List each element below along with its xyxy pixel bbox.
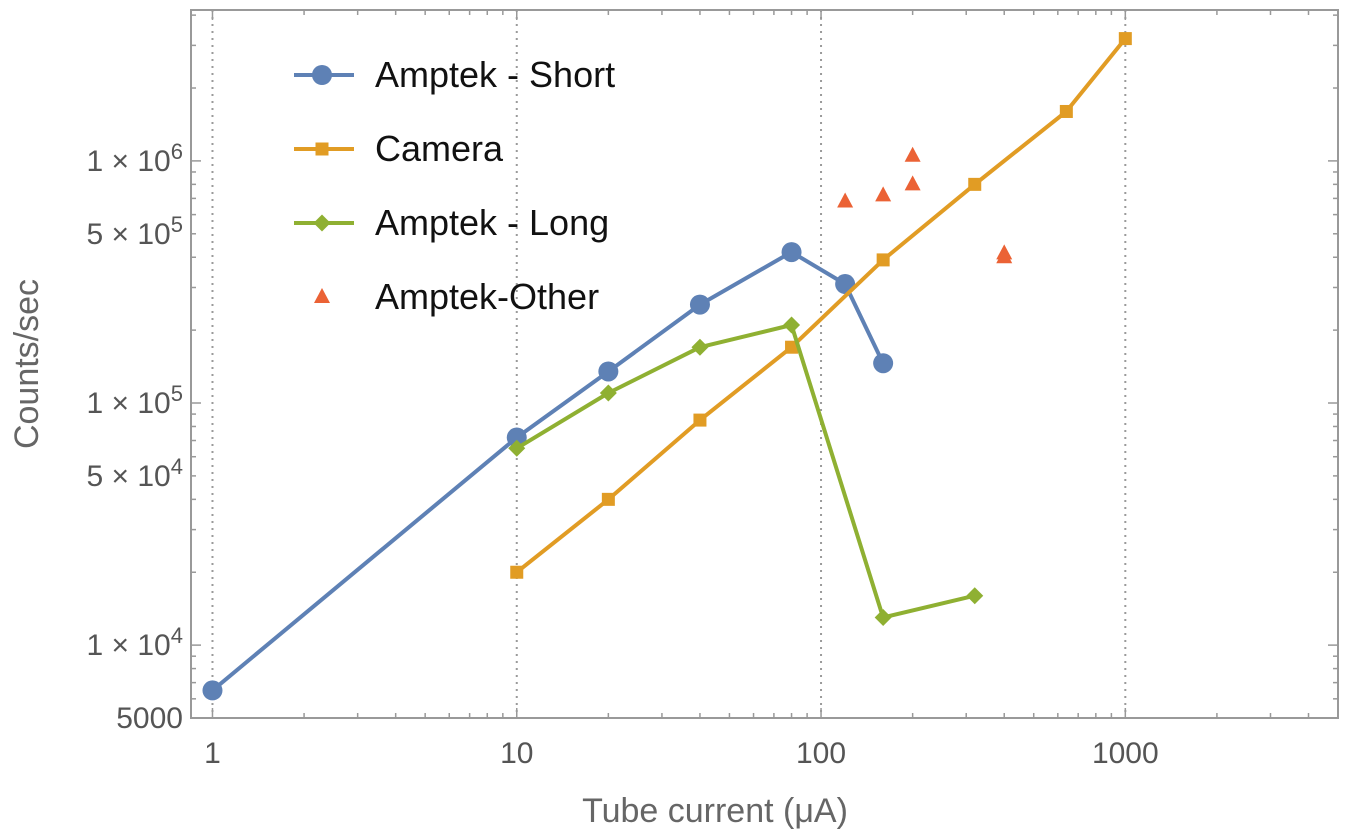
series-2: [508, 316, 984, 627]
data-point: [904, 146, 921, 162]
series-3: [837, 146, 1013, 264]
data-point: [691, 338, 709, 356]
series-line: [211, 250, 885, 692]
data-point: [599, 384, 617, 402]
legend-item: Amptek - Long: [294, 202, 609, 243]
x-tick-label: 10: [500, 737, 533, 770]
legend-swatch-marker: [314, 288, 330, 303]
legend-label: Amptek-Other: [375, 276, 599, 317]
legend-item: Camera: [294, 128, 504, 169]
data-point: [876, 253, 890, 267]
y-tick-label: 5 × 104: [87, 454, 184, 493]
y-tick-label: 1 × 105: [87, 381, 184, 420]
data-point: [785, 340, 799, 354]
legend-label: Amptek - Long: [375, 202, 609, 243]
data-point: [873, 353, 894, 374]
series-1: [510, 32, 1132, 579]
y-tick-label: 1 × 104: [87, 623, 184, 662]
y-tick-label: 1 × 106: [87, 139, 184, 178]
data-point: [689, 294, 710, 315]
data-point: [1059, 104, 1073, 118]
data-point: [968, 177, 982, 191]
y-axis-title: Counts/sec: [8, 279, 46, 449]
data-point: [783, 316, 801, 334]
data-point: [598, 361, 619, 382]
data-point: [874, 609, 892, 627]
data-point: [506, 427, 527, 448]
legend-label: Amptek - Short: [375, 54, 615, 95]
data-point: [837, 192, 854, 208]
legend: Amptek - Short Camera Amptek - Long Amptek-…: [294, 54, 615, 317]
legend-item: Amptek - Short: [294, 54, 615, 95]
data-point: [875, 186, 892, 202]
data-point: [508, 439, 526, 457]
data-point: [510, 565, 524, 579]
data-point: [781, 242, 802, 263]
x-axis-title: Tube current (μA): [582, 792, 848, 830]
data-point: [904, 175, 921, 191]
series-line: [515, 37, 1127, 574]
grid-layer: [211, 10, 1127, 718]
x-tick-label: 1: [204, 737, 221, 770]
legend-swatch-marker: [313, 214, 331, 232]
ticks-layer: 1 10 100 1000 5000 1 × 104 5 × 104 1 × 105 5 × 1…: [87, 10, 1339, 770]
series-line: [515, 323, 976, 620]
series-0: [202, 242, 894, 701]
data-point: [966, 587, 984, 605]
x-tick-label: 1000: [1092, 737, 1159, 770]
data-point: [202, 680, 223, 701]
y-tick-label: 5000: [116, 702, 183, 735]
x-tick-label: 100: [796, 737, 846, 770]
data-point: [996, 248, 1013, 264]
legend-swatch-marker: [315, 142, 329, 156]
series-layer: [202, 32, 1132, 701]
data-point: [601, 492, 615, 506]
legend-label: Camera: [375, 128, 504, 169]
plot-frame: [190, 9, 1339, 719]
y-tick-label: 5 × 105: [87, 212, 184, 251]
legend-swatch-marker: [312, 65, 332, 85]
data-point: [1118, 32, 1132, 46]
legend-item: Amptek-Other: [314, 276, 599, 317]
data-point: [693, 413, 707, 427]
